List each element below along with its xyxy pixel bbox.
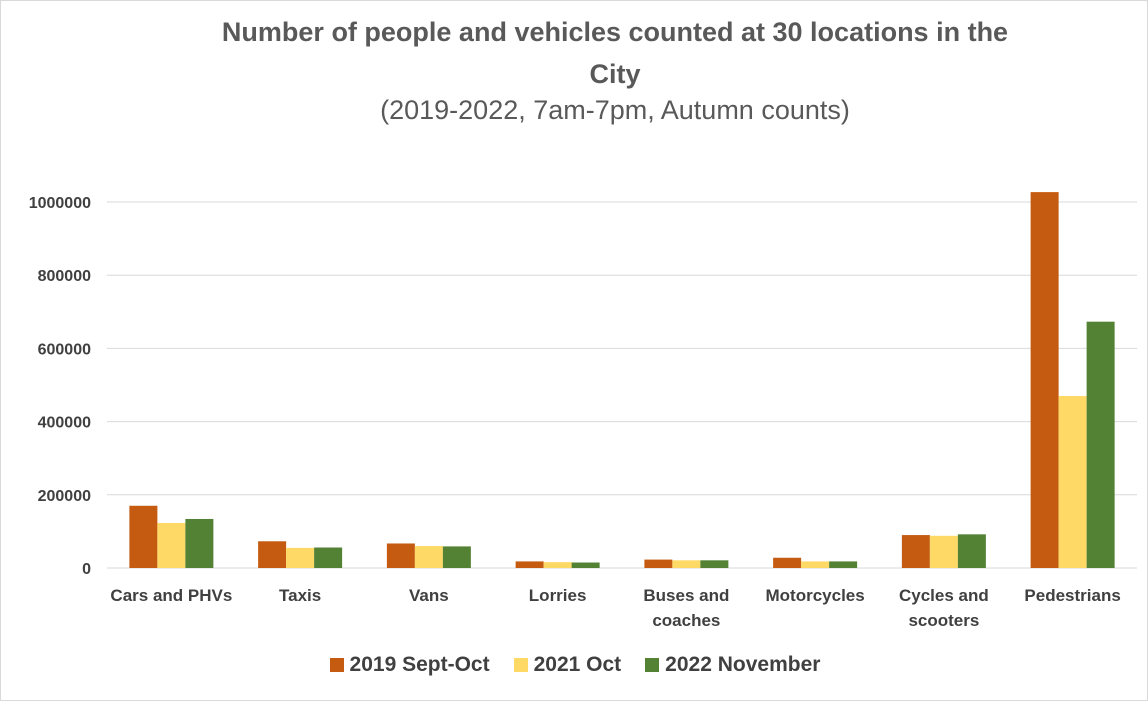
bar — [314, 547, 343, 568]
chart-subtitle: (2019-2022, 7am-7pm, Autumn counts) — [380, 95, 850, 125]
y-tick-label: 800000 — [38, 268, 91, 285]
legend-label: 2021 Oct — [533, 653, 622, 676]
bar — [1030, 192, 1059, 569]
bar — [258, 541, 287, 568]
bar — [644, 559, 673, 568]
x-category-label-line: Buses and — [643, 586, 729, 605]
bar — [801, 561, 830, 568]
bar — [700, 560, 729, 568]
x-category-label: Motorcycles — [766, 586, 865, 605]
y-tick-label: 400000 — [38, 415, 91, 432]
bar — [1058, 395, 1087, 568]
x-category-label: Cycles and scooters — [899, 586, 989, 630]
legend-swatch — [513, 658, 528, 672]
legend-label: 2019 Sept-Oct — [349, 653, 490, 676]
y-tick-label: 1000000 — [29, 195, 91, 212]
bar-chart: 0 200000 400000 600000 800000 1000000 Cars and… — [29, 192, 1137, 630]
x-category-label: Buses and coaches — [643, 586, 729, 630]
chart-title-line-1: Number of people and vehicles counted at… — [221, 17, 1009, 47]
x-category-label-line: Pedestrians — [1024, 586, 1120, 605]
x-category-label: Cars and PHVs — [110, 586, 232, 605]
x-category-label-line: Lorries — [529, 586, 587, 605]
y-tick-label: 200000 — [38, 488, 91, 505]
bar — [829, 561, 858, 568]
legend-item: 2019 Sept-Oct — [329, 653, 490, 677]
bar — [386, 543, 415, 568]
y-tick-label: 0 — [82, 561, 91, 578]
bar — [442, 546, 471, 568]
bar — [129, 505, 158, 568]
x-category-label: Taxis — [279, 586, 321, 605]
legend-item: 2021 Oct — [513, 653, 622, 677]
bar — [414, 546, 443, 568]
x-category-label-line: Cycles and — [899, 586, 989, 605]
x-category-label-line: coaches — [652, 611, 720, 630]
bar — [901, 535, 930, 568]
x-category-label: Pedestrians — [1024, 586, 1120, 605]
legend-swatch — [645, 658, 660, 672]
x-category-label-line: Cars and PHVs — [110, 586, 232, 605]
bar — [515, 561, 544, 568]
bar — [957, 534, 986, 568]
bar — [672, 560, 701, 568]
x-category-label-line: scooters — [908, 611, 979, 630]
legend-swatch — [329, 658, 344, 672]
legend: 2019 Sept-Oct 2021 Oct 2022 November — [1, 653, 1148, 677]
bar — [543, 562, 572, 568]
chart-title: Number of people and vehicles counted at… — [1, 11, 1148, 95]
legend-label: 2022 November — [665, 653, 821, 676]
x-category-label-line: Taxis — [279, 586, 321, 605]
x-category-label-line: Motorcycles — [766, 586, 865, 605]
bar — [929, 535, 958, 568]
bar — [571, 562, 600, 568]
x-category-label-line: Vans — [409, 586, 449, 605]
x-category-label: Vans — [409, 586, 449, 605]
bar — [157, 522, 186, 568]
legend-item: 2022 November — [645, 653, 820, 677]
y-tick-label: 600000 — [38, 341, 91, 358]
bar — [286, 547, 315, 568]
bar — [1086, 321, 1115, 568]
bar — [185, 518, 214, 568]
x-category-label: Lorries — [529, 586, 587, 605]
chart-title-line-2: City — [589, 59, 641, 89]
bar — [773, 557, 802, 568]
